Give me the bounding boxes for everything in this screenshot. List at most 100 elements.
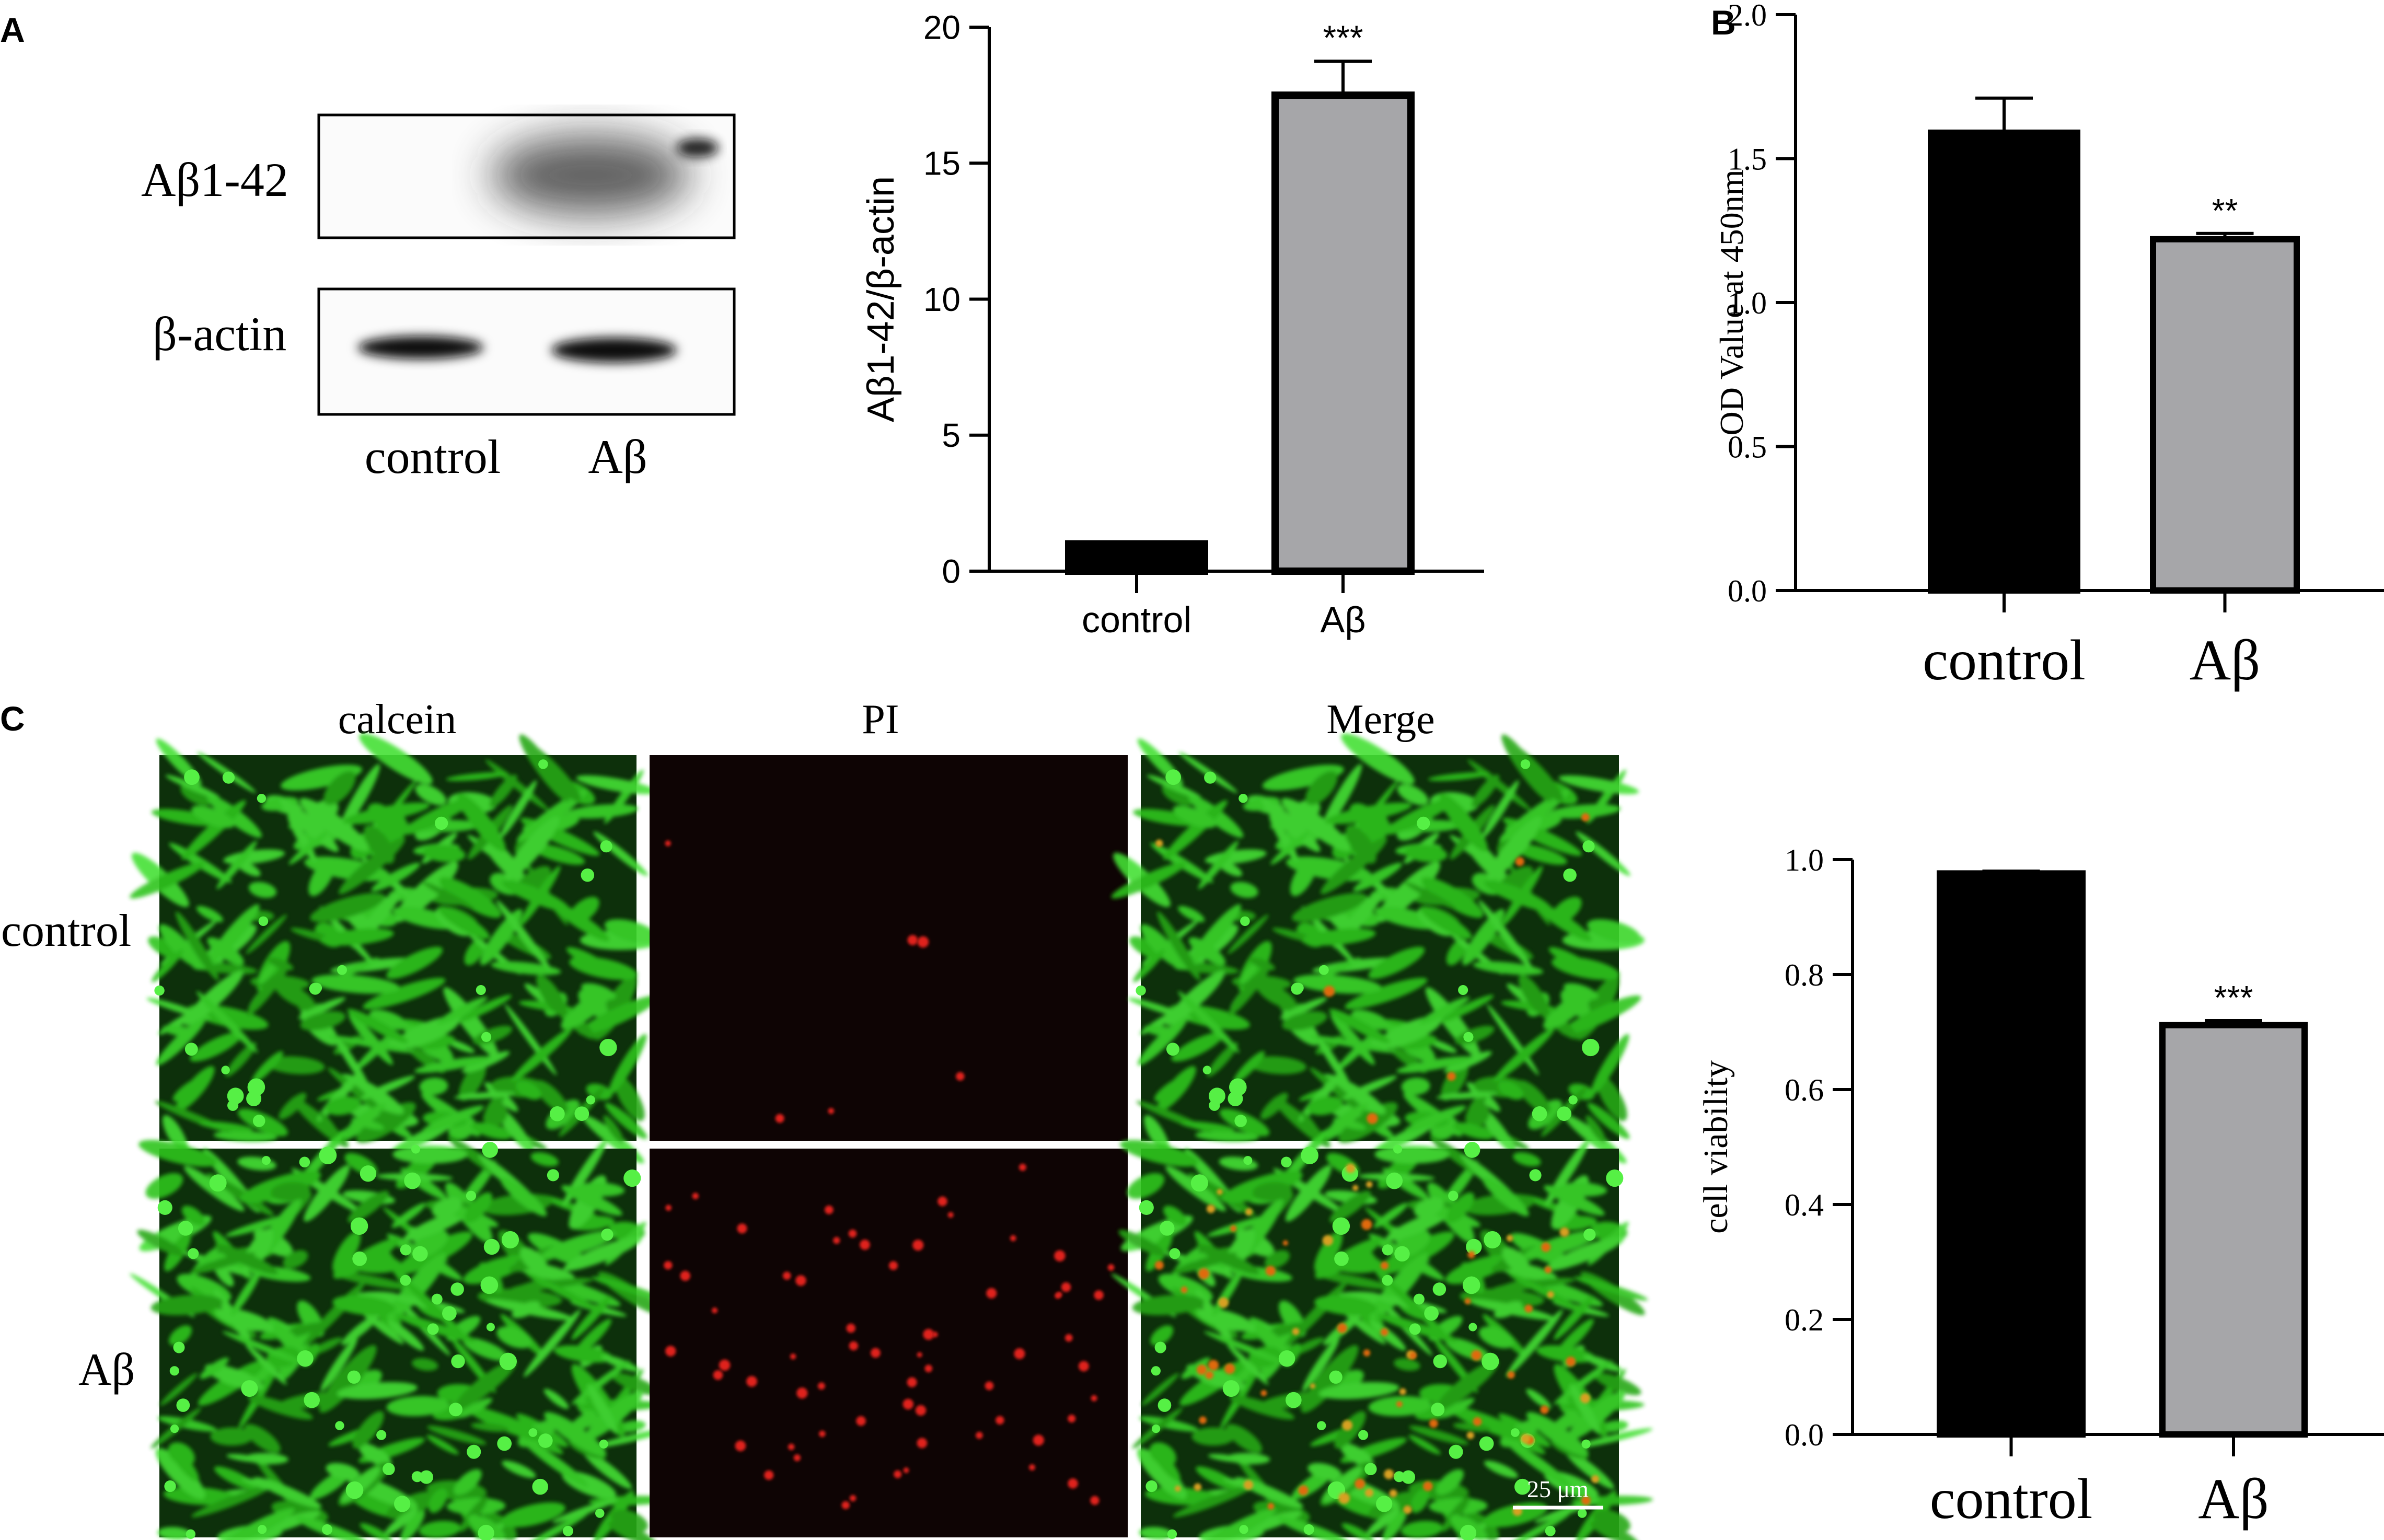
round-cell bbox=[466, 1190, 477, 1201]
round-cell bbox=[400, 1275, 411, 1286]
cell bbox=[1133, 949, 1165, 982]
cell bbox=[522, 1512, 588, 1540]
dead-cell bbox=[1217, 1189, 1223, 1195]
dead-cell bbox=[1068, 1415, 1076, 1423]
y-tick-label: 0 bbox=[942, 552, 960, 590]
cell bbox=[1314, 1295, 1378, 1316]
round-cell bbox=[1239, 1525, 1248, 1534]
round-cell bbox=[1239, 794, 1248, 803]
cell bbox=[1353, 863, 1402, 891]
cell bbox=[1502, 1247, 1531, 1275]
cell bbox=[246, 914, 287, 954]
round-cell bbox=[411, 1471, 423, 1483]
dead-cell bbox=[1282, 1240, 1288, 1246]
cell bbox=[333, 1271, 410, 1290]
cell bbox=[1120, 1140, 1199, 1167]
dead-cell bbox=[1198, 1268, 1210, 1280]
scale-bar-label: 25 μm bbox=[1527, 1476, 1589, 1502]
western-blot: Aβ1-42 β-actin control Aβ bbox=[141, 113, 736, 483]
cell bbox=[1441, 1062, 1468, 1101]
y-tick-label: 0.0 bbox=[1785, 1418, 1824, 1452]
cell bbox=[516, 1081, 541, 1100]
cell bbox=[198, 1121, 253, 1132]
cell bbox=[520, 1247, 549, 1275]
cell bbox=[456, 1161, 496, 1213]
y-tick-label: 5 bbox=[942, 416, 960, 454]
cell bbox=[251, 1051, 283, 1083]
cell bbox=[584, 1391, 643, 1441]
round-cell bbox=[1316, 1421, 1326, 1430]
dead-cell bbox=[841, 1501, 850, 1510]
round-cell bbox=[1466, 1238, 1482, 1255]
cell bbox=[341, 1314, 379, 1346]
cell bbox=[512, 1301, 540, 1318]
y-tick-label: 2.0 bbox=[1728, 0, 1767, 32]
cell bbox=[1196, 1466, 1240, 1490]
cell bbox=[320, 928, 394, 946]
cell bbox=[130, 862, 205, 899]
dead-cell bbox=[1473, 1417, 1482, 1426]
cell bbox=[1428, 772, 1490, 781]
cell bbox=[1503, 1438, 1571, 1487]
dead-cell bbox=[713, 1370, 723, 1380]
cell bbox=[579, 995, 659, 1035]
round-cell bbox=[1479, 1436, 1494, 1451]
cell bbox=[274, 981, 315, 1009]
cell bbox=[326, 1096, 361, 1116]
dead-cell bbox=[1206, 1205, 1216, 1213]
cell bbox=[1281, 798, 1351, 851]
dead-cell bbox=[1019, 1163, 1026, 1171]
calcein-cells bbox=[130, 733, 663, 1164]
round-cell bbox=[1376, 1496, 1393, 1512]
cell bbox=[517, 789, 588, 842]
round-cell bbox=[1432, 1282, 1446, 1296]
dead-cell bbox=[917, 1438, 928, 1449]
cell bbox=[152, 949, 183, 982]
cell bbox=[1396, 1056, 1472, 1073]
cell bbox=[1311, 1035, 1396, 1053]
round-cell bbox=[563, 1525, 573, 1536]
dead-cell bbox=[1061, 1282, 1071, 1292]
cell bbox=[576, 775, 657, 794]
cell bbox=[1249, 957, 1275, 970]
cell bbox=[1473, 961, 1544, 975]
cell bbox=[576, 1182, 625, 1197]
cell bbox=[359, 733, 433, 784]
round-cell bbox=[227, 1087, 244, 1105]
bar-Aβ bbox=[2159, 1022, 2308, 1438]
round-cell bbox=[499, 1352, 517, 1370]
cell bbox=[332, 1033, 371, 1091]
cell bbox=[191, 1485, 272, 1518]
cell bbox=[1493, 1027, 1555, 1082]
cell bbox=[1188, 937, 1226, 966]
dead-cell bbox=[849, 1495, 857, 1502]
cell bbox=[1414, 1197, 1444, 1218]
round-cell bbox=[1334, 1251, 1349, 1266]
cell bbox=[437, 997, 488, 1025]
round-cell bbox=[1281, 1156, 1292, 1167]
round-cell bbox=[400, 1244, 411, 1256]
cell bbox=[1127, 1173, 1165, 1199]
dead-cell bbox=[665, 1346, 676, 1357]
dead-cell bbox=[1107, 1264, 1115, 1271]
cell bbox=[531, 843, 585, 865]
cell bbox=[1543, 989, 1593, 1029]
cell bbox=[1385, 1209, 1453, 1241]
round-cell bbox=[345, 1481, 364, 1499]
cell bbox=[323, 771, 356, 805]
row-label: control bbox=[1, 906, 131, 956]
cell bbox=[612, 1373, 659, 1395]
cell bbox=[363, 978, 446, 1010]
round-cell bbox=[258, 916, 269, 927]
cell bbox=[1333, 1117, 1366, 1130]
micrograph-background bbox=[650, 1149, 1128, 1537]
cell bbox=[1382, 1509, 1407, 1540]
dead-cell bbox=[1591, 1475, 1600, 1483]
cell bbox=[1385, 798, 1454, 835]
y-axis-label: cell viability bbox=[1697, 1060, 1735, 1234]
dead-cell bbox=[1196, 1364, 1207, 1375]
round-cell bbox=[394, 1496, 411, 1512]
cell bbox=[505, 816, 560, 881]
cell bbox=[288, 831, 328, 865]
cell bbox=[608, 1034, 647, 1096]
